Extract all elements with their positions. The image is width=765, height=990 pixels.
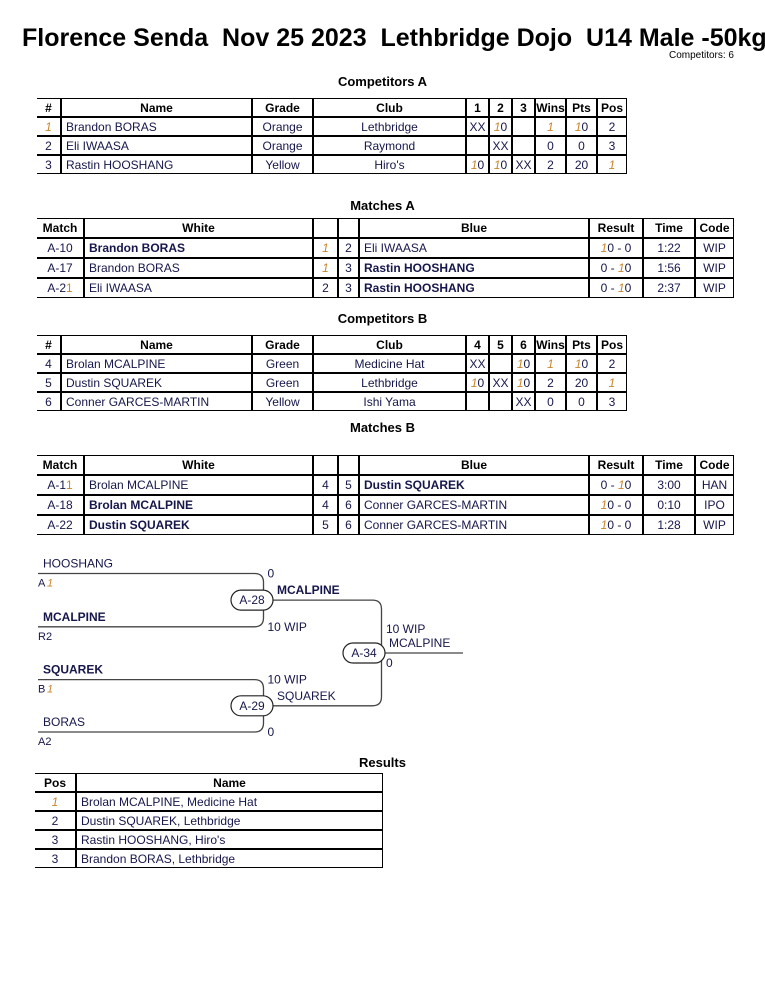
- svg-text:A-28: A-28: [239, 593, 265, 607]
- svg-text:R2: R2: [38, 631, 52, 643]
- svg-text:A2: A2: [38, 736, 51, 748]
- svg-text:MCALPINE: MCALPINE: [389, 636, 450, 650]
- svg-text:A-34: A-34: [351, 646, 377, 660]
- svg-text:SQUAREK: SQUAREK: [43, 663, 103, 677]
- svg-text:0: 0: [268, 567, 275, 581]
- svg-text:MCALPINE: MCALPINE: [43, 610, 106, 624]
- svg-text:10 WIP: 10 WIP: [268, 620, 307, 634]
- svg-text:1: 1: [47, 578, 53, 590]
- svg-text:0: 0: [386, 656, 393, 670]
- svg-text:SQUAREK: SQUAREK: [277, 689, 336, 703]
- svg-text:MCALPINE: MCALPINE: [277, 583, 340, 597]
- svg-text:1: 1: [47, 684, 53, 696]
- svg-text:HOOSHANG: HOOSHANG: [43, 557, 113, 571]
- svg-text:0: 0: [268, 725, 275, 739]
- svg-text:A: A: [38, 578, 46, 590]
- svg-text:10 WIP: 10 WIP: [268, 673, 307, 687]
- svg-text:A-29: A-29: [239, 699, 265, 713]
- svg-text:10 WIP: 10 WIP: [386, 622, 425, 636]
- svg-text:BORAS: BORAS: [43, 715, 85, 729]
- svg-text:B: B: [38, 684, 45, 696]
